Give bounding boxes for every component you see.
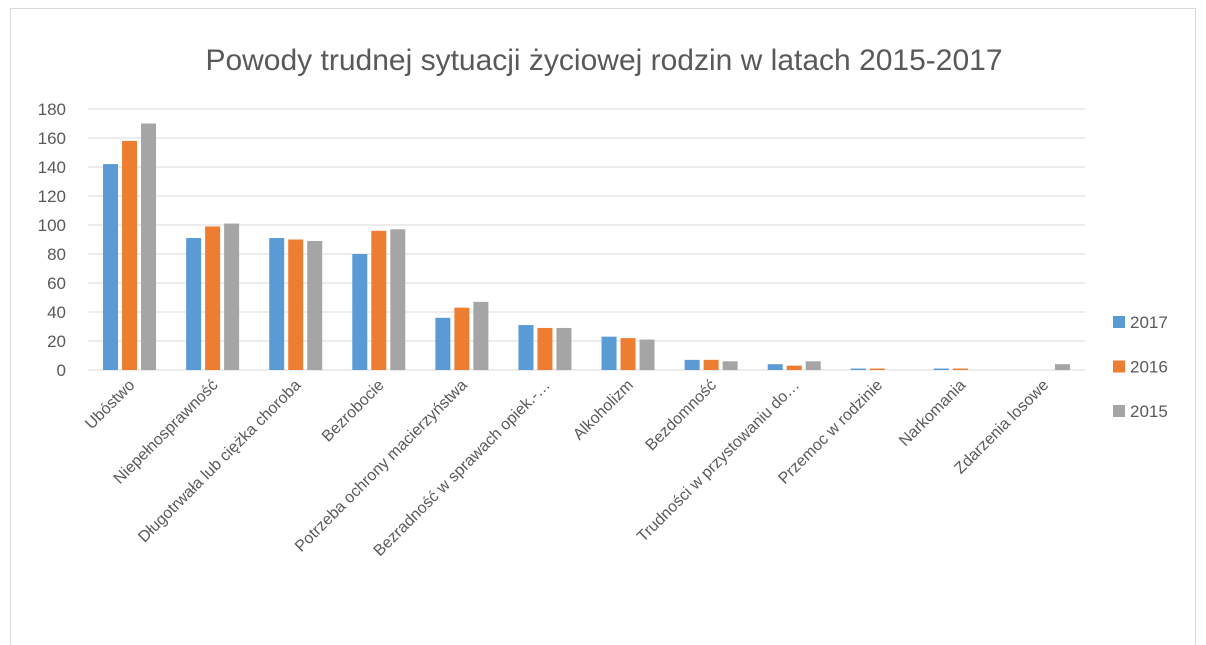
bar (722, 361, 738, 370)
bar (371, 230, 387, 370)
bar (869, 368, 885, 370)
y-tick-label: 100 (38, 216, 66, 235)
bar (390, 229, 406, 370)
bar (556, 327, 572, 370)
y-tick-label: 40 (47, 303, 66, 322)
bar (518, 325, 534, 370)
legend-swatch (1113, 405, 1125, 417)
bar (352, 254, 368, 370)
y-tick-label: 60 (47, 274, 66, 293)
bar (435, 317, 451, 370)
legend-label: 2017 (1130, 313, 1168, 332)
bar (186, 238, 202, 370)
bar (952, 368, 968, 370)
bar (103, 164, 119, 370)
legend-label: 2016 (1130, 358, 1168, 377)
bar (933, 368, 949, 370)
bar (307, 240, 323, 370)
bar (805, 361, 821, 370)
bar (767, 364, 783, 370)
bar (786, 365, 802, 370)
legend-swatch (1113, 316, 1125, 328)
bar (454, 307, 470, 370)
bar (537, 327, 553, 370)
y-tick-label: 0 (57, 361, 66, 380)
bar (620, 338, 636, 370)
bar (850, 368, 866, 370)
y-tick-label: 180 (38, 100, 66, 119)
bar (601, 336, 617, 370)
chart-title: Powody trudnej sytuacji życiowej rodzin … (205, 44, 1002, 77)
bar (122, 140, 138, 370)
bar (639, 339, 655, 370)
bar (703, 359, 719, 370)
bar (205, 226, 221, 370)
bar (473, 301, 489, 370)
y-tick-label: 120 (38, 187, 66, 206)
bar (288, 239, 304, 370)
bar (269, 238, 285, 370)
y-tick-label: 80 (47, 245, 66, 264)
bar (224, 223, 240, 370)
y-tick-label: 160 (38, 129, 66, 148)
y-tick-label: 140 (38, 158, 66, 177)
y-tick-label: 20 (47, 332, 66, 351)
bar (684, 359, 700, 370)
legend-label: 2015 (1130, 402, 1168, 421)
legend-swatch (1113, 360, 1125, 373)
bar (141, 123, 157, 370)
bar (1054, 364, 1070, 370)
